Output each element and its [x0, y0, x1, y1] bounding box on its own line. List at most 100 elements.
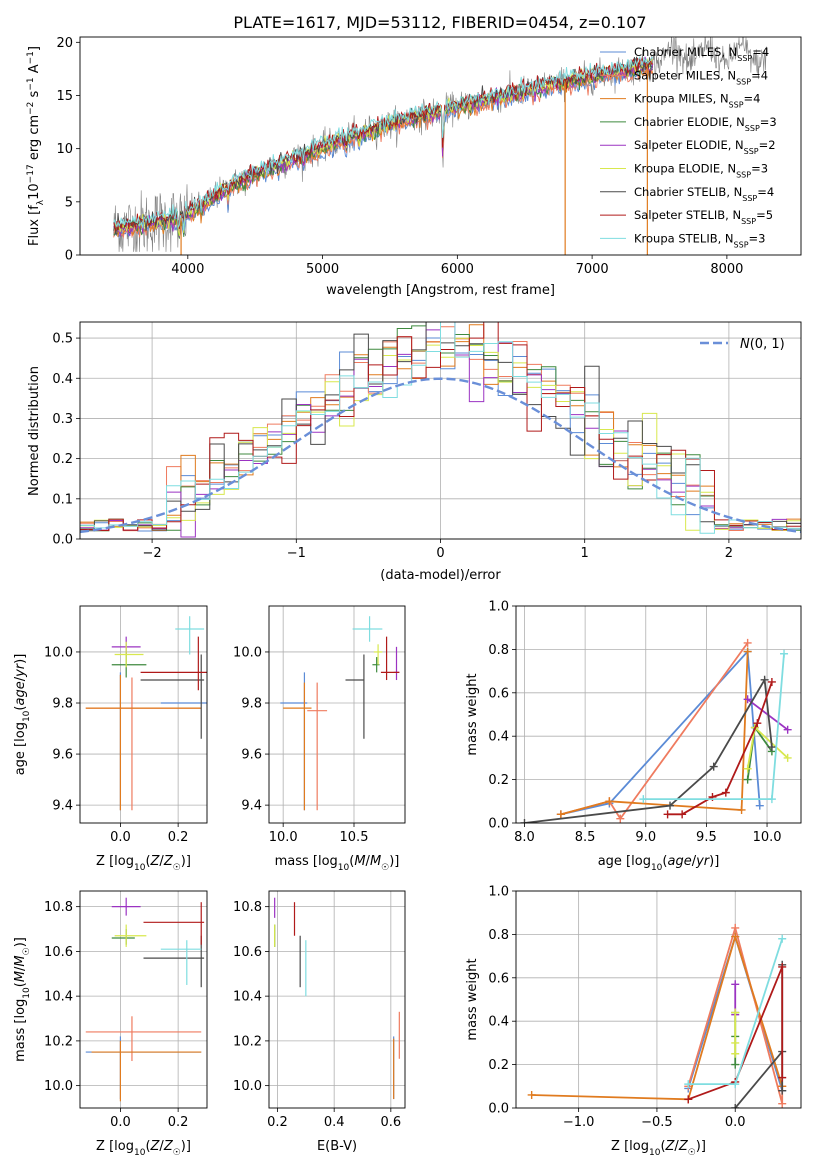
model-line-kroupa-stelib	[113, 55, 653, 231]
point-salpeter-stelib	[140, 636, 207, 691]
series-marker	[743, 775, 752, 784]
x-tick-label: 0.0	[110, 830, 131, 845]
legend-entry-chabrier-elodie: Chabrier ELODIE, NSSP=3	[634, 115, 777, 132]
point-salpeter-miles	[85, 1016, 202, 1062]
series-line	[524, 676, 773, 823]
x-tick-label: −1	[287, 546, 306, 561]
x-axis-label: (data-model)/error	[380, 568, 501, 583]
point-kroupa-stelib	[160, 940, 202, 985]
panel-residual-histogram: −2 −1 0 1 2 0.0 0.1 0.2 0.3 0.4 0.5 (data-model)/er…	[27, 321, 802, 583]
series-marker	[743, 638, 752, 647]
series-line	[560, 651, 749, 816]
x-tick-label: 0.2	[168, 1115, 189, 1130]
series-marker	[778, 934, 787, 943]
y-axis-label: Flux [fλ10−17 erg cm−2 s−1 A−1]	[26, 46, 46, 246]
histogram-kroupa-stelib	[80, 322, 801, 534]
series-marker	[731, 1104, 740, 1108]
y-tick-label: 10.2	[233, 1034, 262, 1049]
plot-area	[85, 897, 205, 1102]
point-kroupa-miles	[85, 674, 202, 811]
series-marker	[731, 1038, 740, 1047]
y-tick-label: 10.2	[44, 1034, 73, 1049]
y-tick-label: 0.4	[488, 730, 509, 745]
series-marker	[527, 1090, 536, 1099]
series-kroupa-stelib	[639, 649, 789, 804]
x-axis-label: Z [log10(Z/Z☉)]	[96, 854, 191, 873]
legend-entry-salpeter-miles: Salpeter MILES, NSSP=4	[634, 68, 768, 86]
point-kroupa-elodie	[114, 924, 147, 947]
series-marker	[616, 814, 625, 823]
series-marker	[731, 1008, 740, 1017]
series-marker	[778, 1073, 787, 1082]
series-marker	[520, 819, 529, 823]
series-marker	[783, 725, 792, 734]
y-tick-label: 0.2	[488, 1058, 509, 1073]
x-tick-label: 9.5	[696, 830, 717, 845]
point-salpeter-miles	[85, 677, 202, 811]
series-line	[687, 966, 784, 1101]
series-marker	[743, 764, 752, 773]
grid	[269, 891, 405, 1108]
x-tick-label: 0.2	[168, 830, 189, 845]
y-tick-label: 9.4	[241, 799, 262, 814]
grid	[80, 891, 207, 1108]
y-tick-label: 0.4	[52, 372, 73, 387]
x-tick-label: 8000	[710, 262, 743, 277]
plot-area	[280, 616, 400, 811]
point-kroupa-miles	[283, 682, 312, 811]
x-axis-label: wavelength [Angstrom, rest frame]	[326, 283, 555, 298]
grid	[269, 606, 405, 823]
x-tick-label: 0.6	[380, 1115, 401, 1130]
x-tick-label: 7000	[576, 262, 609, 277]
y-tick-label: 0.3	[52, 412, 73, 427]
x-tick-label: 4000	[171, 262, 204, 277]
y-tick-label: 0.8	[488, 928, 509, 943]
y-tick-label: 10.6	[233, 945, 262, 960]
series-line	[560, 649, 761, 816]
series-line	[560, 642, 749, 821]
series-kroupa-stelib	[684, 934, 787, 1089]
y-tick-label: 0.2	[52, 452, 73, 467]
x-tick-label: 0	[436, 546, 444, 561]
y-tick-label: 15	[56, 89, 73, 104]
x-tick-label: 0.4	[324, 1115, 345, 1130]
y-axis-label: mass weight	[465, 673, 480, 755]
x-tick-label: 6000	[441, 262, 474, 277]
y-tick-label: 1.0	[488, 600, 509, 615]
y-tick-label: 0.1	[52, 492, 73, 507]
point-salpeter-stelib	[143, 902, 205, 945]
series-marker	[778, 1086, 787, 1095]
x-axis-label: mass [log10(M/M☉)]	[275, 854, 400, 873]
point-salpeter-stelib	[380, 636, 400, 681]
point-chabrier-stelib	[143, 935, 205, 988]
y-axis-label: mass weight	[465, 958, 480, 1040]
x-tick-label: −2	[143, 546, 162, 561]
axes-frame	[79, 605, 208, 824]
point-salpeter-elodie	[111, 897, 141, 916]
series-marker	[767, 677, 776, 686]
legend-entry-kroupa-stelib: Kroupa STELIB, NSSP=3	[634, 231, 765, 249]
series-marker	[778, 1099, 787, 1108]
point-chabrier-stelib	[345, 654, 365, 739]
x-tick-label: 8.5	[575, 830, 596, 845]
series-marker	[731, 1080, 740, 1089]
series-line	[687, 924, 784, 1104]
series-marker	[731, 923, 740, 932]
plot-area	[527, 923, 787, 1108]
x-tick-label: 8.0	[514, 830, 535, 845]
series-marker	[731, 1060, 740, 1069]
x-tick-label: −0.5	[641, 1115, 673, 1130]
point-kroupa-elodie	[373, 644, 383, 665]
x-tick-label: 2	[725, 546, 733, 561]
y-tick-label: 9.8	[52, 697, 73, 712]
point-chabrier-miles	[119, 672, 207, 811]
panel-spectrum: 4000 5000 6000 7000 8000 0 5 10 15 20 wavelength […	[26, 36, 802, 298]
series-chabrier-stelib	[520, 675, 776, 823]
normal-curve	[80, 377, 801, 534]
x-axis-label: Z [log10(Z/Z☉)]	[611, 1139, 706, 1158]
x-tick-label: 10.5	[340, 830, 369, 845]
axes-frame	[268, 890, 406, 1109]
series-marker	[605, 797, 614, 806]
series-kroupa-elodie	[731, 1008, 740, 1058]
panel-age-vs-mass: 10.0 10.5 9.4 9.6 9.8 10.0 mass [log10(M/M☉)]	[233, 605, 406, 873]
